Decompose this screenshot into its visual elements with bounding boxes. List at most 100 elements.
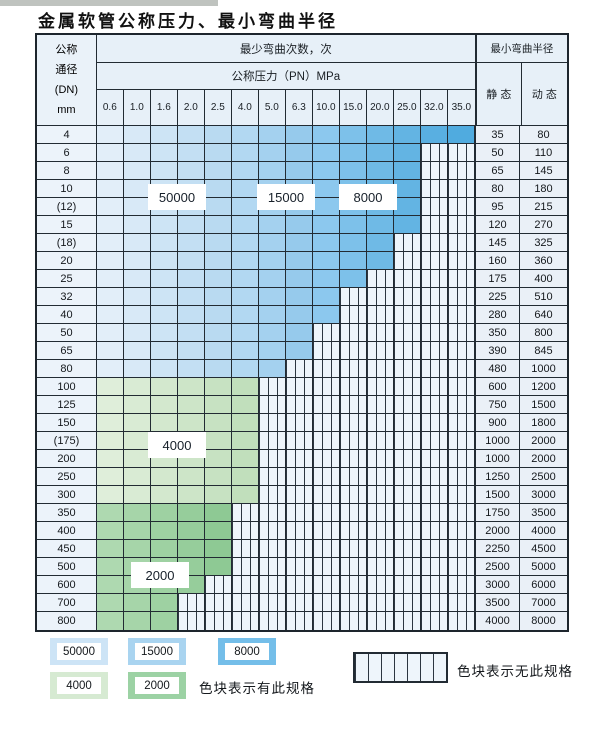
spec-cell [124, 306, 151, 324]
spec-cell [205, 198, 232, 216]
spec-cell [151, 414, 178, 432]
static-radius-value: 120 [474, 216, 520, 234]
spec-cell [124, 198, 151, 216]
spec-cell [178, 144, 205, 162]
row-dn-label: 500 [37, 558, 97, 576]
no-spec-cell [448, 360, 475, 378]
no-spec-cell [286, 594, 313, 612]
tag-50000: 50000 [149, 185, 205, 209]
no-spec-cell [340, 504, 367, 522]
spec-cell [367, 126, 394, 144]
no-spec-label: 色块表示无此规格 [457, 664, 573, 679]
static-radius-value: 280 [474, 306, 520, 324]
legend: 50000 15000 8000 4000 2000 色块表示有此规格 色块表示无此规… [0, 636, 600, 716]
spec-cell [97, 324, 124, 342]
pressure-column-header: 2.5 [204, 90, 232, 125]
spec-cell [97, 522, 124, 540]
row-dn-label: 8 [37, 162, 97, 180]
spec-cell [259, 162, 286, 180]
no-spec-cell [340, 378, 367, 396]
spec-cell [232, 360, 259, 378]
dynamic-radius-value: 110 [520, 144, 567, 162]
legend-value: 8000 [225, 643, 269, 660]
dynamic-radius-value: 2000 [520, 450, 567, 468]
spec-cell [340, 270, 367, 288]
dn-header-line: mm [57, 104, 76, 116]
row-dn-label: 600 [37, 576, 97, 594]
no-spec-cell [448, 288, 475, 306]
no-spec-cell [286, 414, 313, 432]
no-spec-cell [340, 450, 367, 468]
no-spec-cell [259, 576, 286, 594]
row-dn-label: 15 [37, 216, 97, 234]
spec-cell [313, 288, 340, 306]
no-spec-cell [448, 540, 475, 558]
pressure-column-header: 20.0 [366, 90, 394, 125]
no-spec-cell [313, 432, 340, 450]
spec-cell [151, 378, 178, 396]
no-spec-cell [448, 396, 475, 414]
static-radius-value: 65 [474, 162, 520, 180]
tag-4000: 4000 [149, 433, 205, 457]
no-spec-cell [421, 306, 448, 324]
row-dn-label: 65 [37, 342, 97, 360]
spec-cell [232, 306, 259, 324]
no-spec-cell [448, 594, 475, 612]
no-spec-cell [394, 306, 421, 324]
spec-cell [178, 288, 205, 306]
radius-header-block: 最小弯曲半径 静 态 动 态 [474, 35, 567, 125]
spec-cell [124, 378, 151, 396]
spec-cell [124, 594, 151, 612]
spec-cell [232, 324, 259, 342]
no-spec-cell [259, 378, 286, 396]
tag-15000: 15000 [258, 185, 314, 209]
spec-cell [151, 504, 178, 522]
spec-cell [97, 270, 124, 288]
row-dn-label: 6 [37, 144, 97, 162]
no-spec-cell [448, 342, 475, 360]
no-spec-cell [421, 234, 448, 252]
no-spec-cell [448, 612, 475, 630]
spec-cell [97, 252, 124, 270]
no-spec-cell [259, 486, 286, 504]
spec-cell [124, 324, 151, 342]
no-spec-cell [286, 576, 313, 594]
spec-cell [97, 126, 124, 144]
dynamic-radius-value: 3000 [520, 486, 567, 504]
static-radius-value: 2500 [474, 558, 520, 576]
pressure-column-header: 1.0 [123, 90, 151, 125]
spec-cell [313, 270, 340, 288]
spec-cell [313, 162, 340, 180]
spec-cell [313, 198, 340, 216]
spec-cell [178, 522, 205, 540]
dn-column-header: 公称 通径 (DN) mm [37, 35, 97, 125]
legend-swatch-50000: 50000 [50, 638, 108, 665]
no-spec-cell [232, 522, 259, 540]
pressure-column-header: 32.0 [420, 90, 448, 125]
no-spec-cell [421, 360, 448, 378]
dynamic-radius-value: 325 [520, 234, 567, 252]
row-dn-label: 450 [37, 540, 97, 558]
spec-cell [205, 216, 232, 234]
spec-cell [232, 468, 259, 486]
no-spec-cell [313, 540, 340, 558]
static-radius-value: 600 [474, 378, 520, 396]
row-dn-label: 400 [37, 522, 97, 540]
no-spec-cell [232, 576, 259, 594]
no-spec-cell [340, 594, 367, 612]
pressure-header-block: 最少弯曲次数，次 公称压力（PN）MPa 0.6 1.0 1.6 2.0 2.5 4.0 5… [96, 35, 475, 125]
page-title: 金属软管公称压力、最小弯曲半径 [38, 12, 338, 32]
no-spec-cell [394, 270, 421, 288]
no-spec-cell [421, 288, 448, 306]
dynamic-radius-value: 4500 [520, 540, 567, 558]
spec-cell [97, 144, 124, 162]
no-spec-cell [205, 594, 232, 612]
table-header: 公称 通径 (DN) mm 最少弯曲次数，次 公称压力（PN）MPa 0.6 1.0 1.… [37, 35, 567, 126]
spec-cell [151, 324, 178, 342]
dn-header-line: (DN) [54, 84, 79, 96]
no-spec-cell [394, 288, 421, 306]
no-spec-cell [394, 234, 421, 252]
no-spec-cell [232, 594, 259, 612]
no-spec-cell [448, 504, 475, 522]
spec-cell [97, 360, 124, 378]
